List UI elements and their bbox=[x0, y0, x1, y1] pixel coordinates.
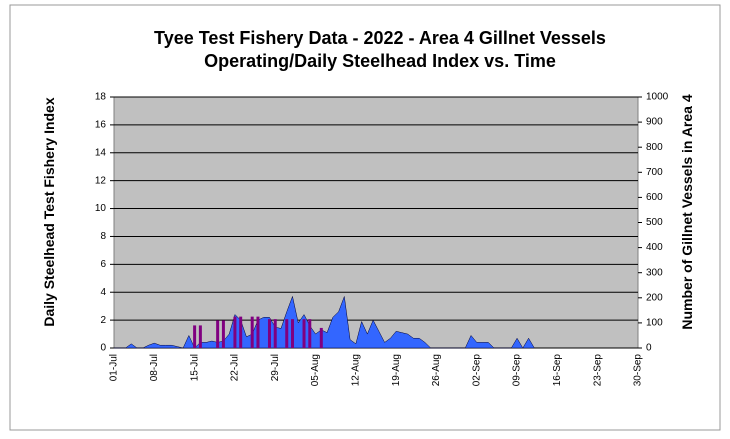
x-tick-label: 05-Aug bbox=[310, 354, 321, 386]
y-tick-label: 8 bbox=[100, 231, 106, 242]
bar bbox=[308, 319, 312, 348]
y2-tick-label: 800 bbox=[646, 142, 663, 153]
y-tick-label: 2 bbox=[100, 315, 106, 326]
y2-tick-label: 500 bbox=[646, 217, 663, 228]
bar bbox=[239, 316, 243, 348]
area bbox=[114, 295, 535, 349]
y-tick-label: 16 bbox=[95, 120, 107, 131]
plot-area bbox=[113, 96, 639, 349]
y2-tick-label: 200 bbox=[646, 292, 663, 303]
y-tick-label: 4 bbox=[100, 287, 106, 298]
x-tick-label: 09-Sep bbox=[512, 354, 523, 387]
bar bbox=[273, 319, 277, 348]
bar bbox=[221, 320, 225, 348]
x-tick-label: 26-Aug bbox=[431, 354, 442, 386]
x-tick-label: 29-Jul bbox=[270, 354, 281, 381]
bar bbox=[319, 327, 323, 348]
bar bbox=[302, 319, 306, 348]
x-tick-label: 30-Sep bbox=[633, 354, 644, 387]
y2-tick-label: 1000 bbox=[646, 92, 669, 103]
y-tick-label: 12 bbox=[95, 175, 107, 186]
bar bbox=[267, 319, 271, 348]
chart-subtitle: Operating/Daily Steelhead Index vs. Time bbox=[204, 51, 556, 71]
bar bbox=[285, 319, 289, 348]
x-tick-label: 15-Jul bbox=[189, 354, 200, 381]
x-tick-label: 22-Jul bbox=[230, 354, 241, 381]
bar bbox=[250, 316, 254, 348]
y2-axis-title: Number of Gillnet Vessels in Area 4 bbox=[679, 94, 695, 329]
y2-tick-label: 0 bbox=[646, 343, 652, 354]
y-tick-label: 10 bbox=[95, 203, 107, 214]
bar bbox=[216, 320, 220, 348]
y2-tick-label: 900 bbox=[646, 117, 663, 128]
x-tick-label: 23-Sep bbox=[592, 354, 603, 387]
y-axis-title: Daily Steelhead Test Fishery Index bbox=[41, 97, 57, 326]
x-tick-label: 02-Sep bbox=[471, 354, 482, 387]
y2-tick-label: 600 bbox=[646, 192, 663, 203]
x-tick-label: 08-Jul bbox=[149, 354, 160, 381]
y-tick-label: 6 bbox=[100, 259, 106, 270]
chart-title: Tyee Test Fishery Data - 2022 - Area 4 G… bbox=[154, 28, 606, 48]
bar bbox=[233, 316, 237, 348]
bar bbox=[256, 316, 260, 348]
x-tick-label: 12-Aug bbox=[350, 354, 361, 386]
x-tick-label: 19-Aug bbox=[391, 354, 402, 386]
y-tick-label: 0 bbox=[100, 343, 106, 354]
y2-tick-label: 700 bbox=[646, 167, 663, 178]
y2-tick-label: 300 bbox=[646, 267, 663, 278]
y2-tick-label: 400 bbox=[646, 242, 663, 253]
y-tick-label: 14 bbox=[95, 147, 107, 158]
x-tick-label: 01-Jul bbox=[109, 354, 120, 381]
bar bbox=[198, 325, 202, 348]
bar bbox=[193, 325, 197, 348]
bar bbox=[291, 319, 295, 348]
y-tick-label: 18 bbox=[95, 92, 107, 103]
y2-tick-label: 100 bbox=[646, 318, 663, 329]
x-tick-label: 16-Sep bbox=[552, 354, 563, 387]
